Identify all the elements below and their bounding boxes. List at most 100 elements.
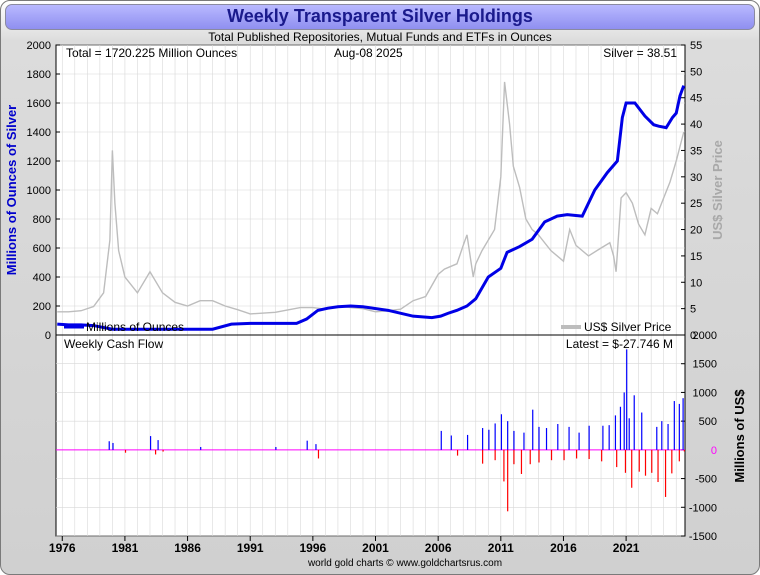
y2-tick-label: 20 bbox=[690, 225, 702, 237]
outflow-bar bbox=[678, 449, 680, 462]
inflow-bar bbox=[568, 426, 570, 450]
outflow-bar bbox=[529, 449, 531, 465]
x-tick-label: 1986 bbox=[174, 541, 201, 555]
outflow-bar bbox=[538, 449, 540, 463]
price-label: Silver = 38.51 bbox=[603, 46, 677, 60]
cash-axis-label: Millions of US$ bbox=[732, 389, 747, 483]
y2-tick-label: 45 bbox=[690, 93, 702, 105]
inflow-bar bbox=[614, 415, 617, 450]
y2-tick-label: 5 bbox=[690, 304, 696, 316]
outflow-bar bbox=[671, 449, 673, 474]
inflow-bars bbox=[108, 349, 684, 450]
inflow-bar bbox=[450, 435, 452, 450]
outflow-bar bbox=[456, 449, 459, 456]
outflow-bar bbox=[550, 449, 553, 461]
silver-price-line bbox=[57, 81, 685, 315]
x-tick-label: 2006 bbox=[425, 541, 452, 555]
outflow-bar bbox=[683, 449, 685, 452]
holdings-line bbox=[57, 85, 686, 331]
inflow-bar bbox=[488, 429, 490, 450]
outflow-bar bbox=[513, 449, 515, 465]
inflow-bar bbox=[315, 444, 317, 450]
inflow-bar bbox=[608, 425, 610, 450]
x-tick-label: 2021 bbox=[613, 541, 640, 555]
inflow-bar bbox=[545, 428, 548, 450]
chart-subtitle: Total Published Repositories, Mutual Fun… bbox=[208, 30, 552, 44]
outflow-bar bbox=[507, 449, 509, 512]
outflow-bar bbox=[657, 449, 659, 483]
inflow-bar bbox=[149, 436, 152, 450]
inflow-bar bbox=[275, 446, 277, 450]
footer-credit: world gold charts © www.goldchartsrus.co… bbox=[307, 558, 502, 569]
inflow-bar bbox=[678, 403, 680, 450]
outflow-bar bbox=[616, 449, 618, 468]
cash-flow-title: Weekly Cash Flow bbox=[64, 337, 163, 351]
plot-area bbox=[55, 44, 686, 537]
inflow-bar bbox=[641, 412, 643, 450]
total-label: Total = 1720.225 Million Ounces bbox=[66, 46, 237, 60]
cash-tick-label: -1500 bbox=[689, 531, 717, 543]
date-label: Aug-08 2025 bbox=[334, 46, 403, 60]
inflow-bar bbox=[482, 428, 484, 450]
chart-title: Weekly Transparent Silver Holdings bbox=[227, 6, 533, 26]
y2-tick-label: 40 bbox=[690, 119, 702, 131]
y-tick-label: 1800 bbox=[27, 69, 51, 81]
outflow-bars bbox=[124, 449, 685, 512]
inflow-bar bbox=[602, 425, 604, 450]
x-tick-label: 1981 bbox=[112, 541, 139, 555]
y-tick-label: 1200 bbox=[27, 156, 51, 168]
outflow-bar bbox=[588, 449, 590, 460]
outflow-bar bbox=[124, 449, 127, 453]
cash-tick-label: -500 bbox=[695, 474, 717, 486]
outflow-bar bbox=[503, 449, 505, 482]
outflow-bar bbox=[563, 449, 565, 461]
y-tick-label: 200 bbox=[33, 301, 51, 313]
y-axis-label: Millions of Ounces of Silver bbox=[4, 105, 19, 275]
inflow-bar bbox=[494, 423, 496, 450]
outflow-bar bbox=[601, 449, 603, 462]
outflow-bar bbox=[482, 449, 484, 464]
cash-tick-label: 1500 bbox=[693, 359, 717, 371]
inflow-bar bbox=[108, 441, 110, 450]
inflow-bar bbox=[112, 442, 114, 450]
inflow-bar bbox=[500, 414, 503, 450]
y2-tick-label: 15 bbox=[690, 251, 702, 263]
outflow-bar bbox=[162, 449, 164, 452]
y2-tick-label: 30 bbox=[690, 172, 702, 184]
outflow-bar bbox=[631, 449, 633, 488]
y-tick-label: 2000 bbox=[27, 40, 51, 52]
outflow-bar bbox=[154, 449, 157, 455]
cash-tick-label: 2000 bbox=[693, 330, 717, 342]
cash-tick-label: 0 bbox=[711, 445, 717, 457]
inflow-bar bbox=[661, 421, 663, 450]
inflow-bar bbox=[306, 440, 308, 450]
outflow-bar bbox=[520, 449, 523, 474]
inflow-bar bbox=[633, 395, 635, 450]
outflow-bar bbox=[624, 449, 627, 473]
outflow-bar bbox=[575, 449, 578, 459]
inflow-bar bbox=[673, 401, 675, 450]
y-tick-label: 1600 bbox=[27, 98, 51, 110]
inflow-bar bbox=[656, 426, 658, 450]
outflow-bar bbox=[317, 449, 320, 459]
outflow-bar bbox=[638, 449, 640, 472]
outflow-bar bbox=[651, 449, 653, 473]
inflow-bar bbox=[682, 398, 684, 450]
inflow-bar bbox=[200, 446, 202, 450]
y-tick-label: 1400 bbox=[27, 127, 51, 139]
x-tick-label: 1976 bbox=[49, 541, 76, 555]
inflow-bar bbox=[513, 430, 515, 450]
y2-tick-label: 25 bbox=[690, 198, 702, 210]
y2-tick-label: 35 bbox=[690, 145, 702, 157]
inflow-bar bbox=[157, 440, 159, 450]
inflow-bar bbox=[619, 406, 622, 450]
inflow-bar bbox=[507, 421, 509, 450]
inflow-bar bbox=[623, 392, 625, 450]
y-tick-label: 400 bbox=[33, 272, 51, 284]
legend-holdings-label: Millions of Ounces bbox=[86, 320, 184, 334]
inflow-bar bbox=[557, 424, 559, 450]
inflow-bar bbox=[578, 432, 580, 450]
inflow-bar bbox=[588, 425, 590, 450]
inflow-bar bbox=[532, 409, 534, 450]
